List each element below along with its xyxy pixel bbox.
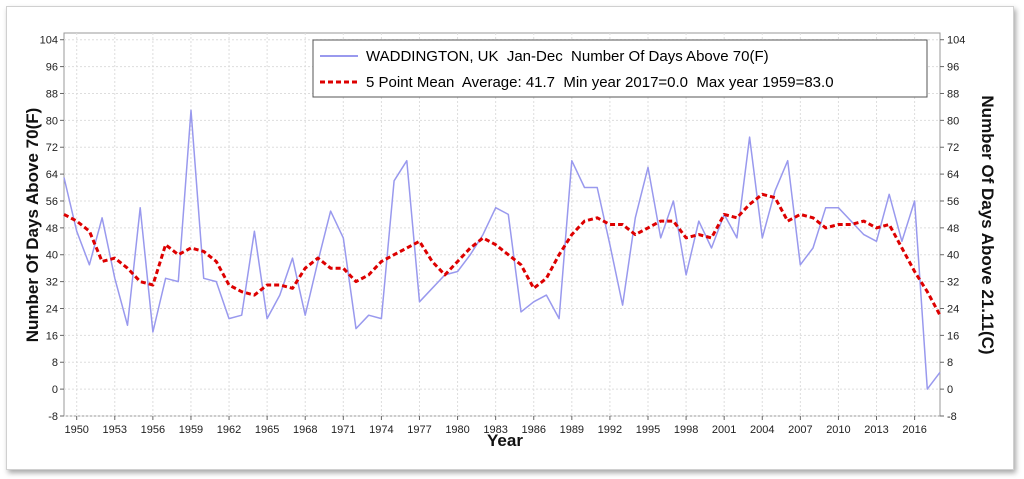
x-tick-label: 1986 bbox=[521, 424, 545, 436]
y-tick-label-left: 16 bbox=[46, 330, 58, 342]
x-tick-label: 1995 bbox=[636, 424, 660, 436]
y-tick-label-right: -8 bbox=[947, 411, 957, 423]
x-tick-label: 2007 bbox=[788, 424, 812, 436]
x-tick-label: 1992 bbox=[598, 424, 622, 436]
y-tick-label-right: 24 bbox=[947, 303, 959, 315]
x-tick-label: 1959 bbox=[179, 424, 203, 436]
y-tick-label-left: 72 bbox=[46, 142, 58, 154]
x-tick-label: 1953 bbox=[103, 424, 127, 436]
y-tick-label-left: 32 bbox=[46, 277, 58, 289]
y-tick-label-right: 40 bbox=[947, 250, 959, 262]
y-tick-label-left: 88 bbox=[46, 88, 58, 100]
legend-box bbox=[312, 39, 928, 98]
x-tick-label: 2010 bbox=[826, 424, 850, 436]
x-tick-label: 1968 bbox=[293, 424, 317, 436]
x-tick-label: 1989 bbox=[560, 424, 584, 436]
y-tick-label-left: 40 bbox=[46, 250, 58, 262]
x-tick-label: 1965 bbox=[255, 424, 279, 436]
y-tick-label-left: 0 bbox=[52, 384, 58, 396]
y-tick-label-left: 56 bbox=[46, 196, 58, 208]
y-tick-label-left: 80 bbox=[46, 115, 58, 127]
y-tick-label-right: 8 bbox=[947, 357, 953, 369]
y-tick-label-right: 104 bbox=[947, 35, 965, 47]
x-tick-label: 2001 bbox=[712, 424, 736, 436]
legend-label-mean: 5 Point Mean Average: 41.7 Min year 2017… bbox=[366, 74, 834, 91]
x-tick-label: 1980 bbox=[445, 424, 469, 436]
y-tick-label-left: 104 bbox=[40, 35, 58, 47]
x-tick-label: 1998 bbox=[674, 424, 698, 436]
chart-frame: -8 0 8 16 24 32 40 48 56 64 72 80 88 96 104 -8 0 8 16 24 32… bbox=[6, 6, 1014, 470]
y-tick-label-right: 80 bbox=[947, 115, 959, 127]
y-tick-label-left: 8 bbox=[52, 357, 58, 369]
line-chart: -8 0 8 16 24 32 40 48 56 64 72 80 88 96 104 -8 0 8 16 24 32… bbox=[23, 32, 997, 450]
series-layer bbox=[63, 109, 942, 390]
daily-days-above-70f-line bbox=[63, 109, 941, 390]
x-tick-label: 1950 bbox=[64, 424, 88, 436]
y-tick-label-left: 48 bbox=[46, 223, 58, 235]
y-tick-label-left: 24 bbox=[46, 303, 58, 315]
y-axis-right: -8 0 8 16 24 32 40 48 56 64 72 80 88 96 104 bbox=[940, 35, 965, 423]
legend-label-daily: WADDINGTON, UK Jan-Dec Number Of Days Ab… bbox=[366, 48, 769, 65]
y-tick-label-right: 72 bbox=[947, 142, 959, 154]
y-tick-label-right: 64 bbox=[947, 169, 959, 181]
y-tick-label-right: 48 bbox=[947, 223, 959, 235]
x-tick-label: 1977 bbox=[407, 424, 431, 436]
y-axis-title-right: Number Of Days Above 21.11(C) bbox=[978, 95, 997, 354]
x-tick-label: 2004 bbox=[750, 424, 774, 436]
x-tick-label: 1983 bbox=[483, 424, 507, 436]
y-tick-label-left: 64 bbox=[46, 169, 58, 181]
x-tick-label: 1971 bbox=[331, 424, 355, 436]
x-tick-label: 1962 bbox=[217, 424, 241, 436]
x-axis-title: Year bbox=[487, 431, 523, 450]
y-tick-label-right: 56 bbox=[947, 196, 959, 208]
y-tick-label-right: 0 bbox=[947, 384, 953, 396]
y-tick-label-left: -8 bbox=[48, 411, 58, 423]
y-tick-label-right: 16 bbox=[947, 330, 959, 342]
legend: WADDINGTON, UK Jan-Dec Number Of Days Ab… bbox=[312, 39, 928, 98]
y-tick-label-right: 32 bbox=[947, 277, 959, 289]
y-tick-label-right: 96 bbox=[947, 62, 959, 74]
five-point-mean-line bbox=[63, 192, 942, 316]
y-tick-label-left: 96 bbox=[46, 62, 58, 74]
y-tick-label-right: 88 bbox=[947, 88, 959, 100]
x-axis: 1950 1953 1956 1959 1962 1965 1968 1971 1974 1977… bbox=[64, 416, 927, 436]
x-tick-label: 2016 bbox=[902, 424, 926, 436]
x-tick-label: 2013 bbox=[864, 424, 888, 436]
y-axis-title-left: Number Of Days Above 70(F) bbox=[23, 108, 42, 343]
x-tick-label: 1974 bbox=[369, 424, 393, 436]
x-tick-label: 1956 bbox=[141, 424, 165, 436]
y-axis-left: -8 0 8 16 24 32 40 48 56 64 72 80 88 96 104 bbox=[40, 35, 64, 423]
